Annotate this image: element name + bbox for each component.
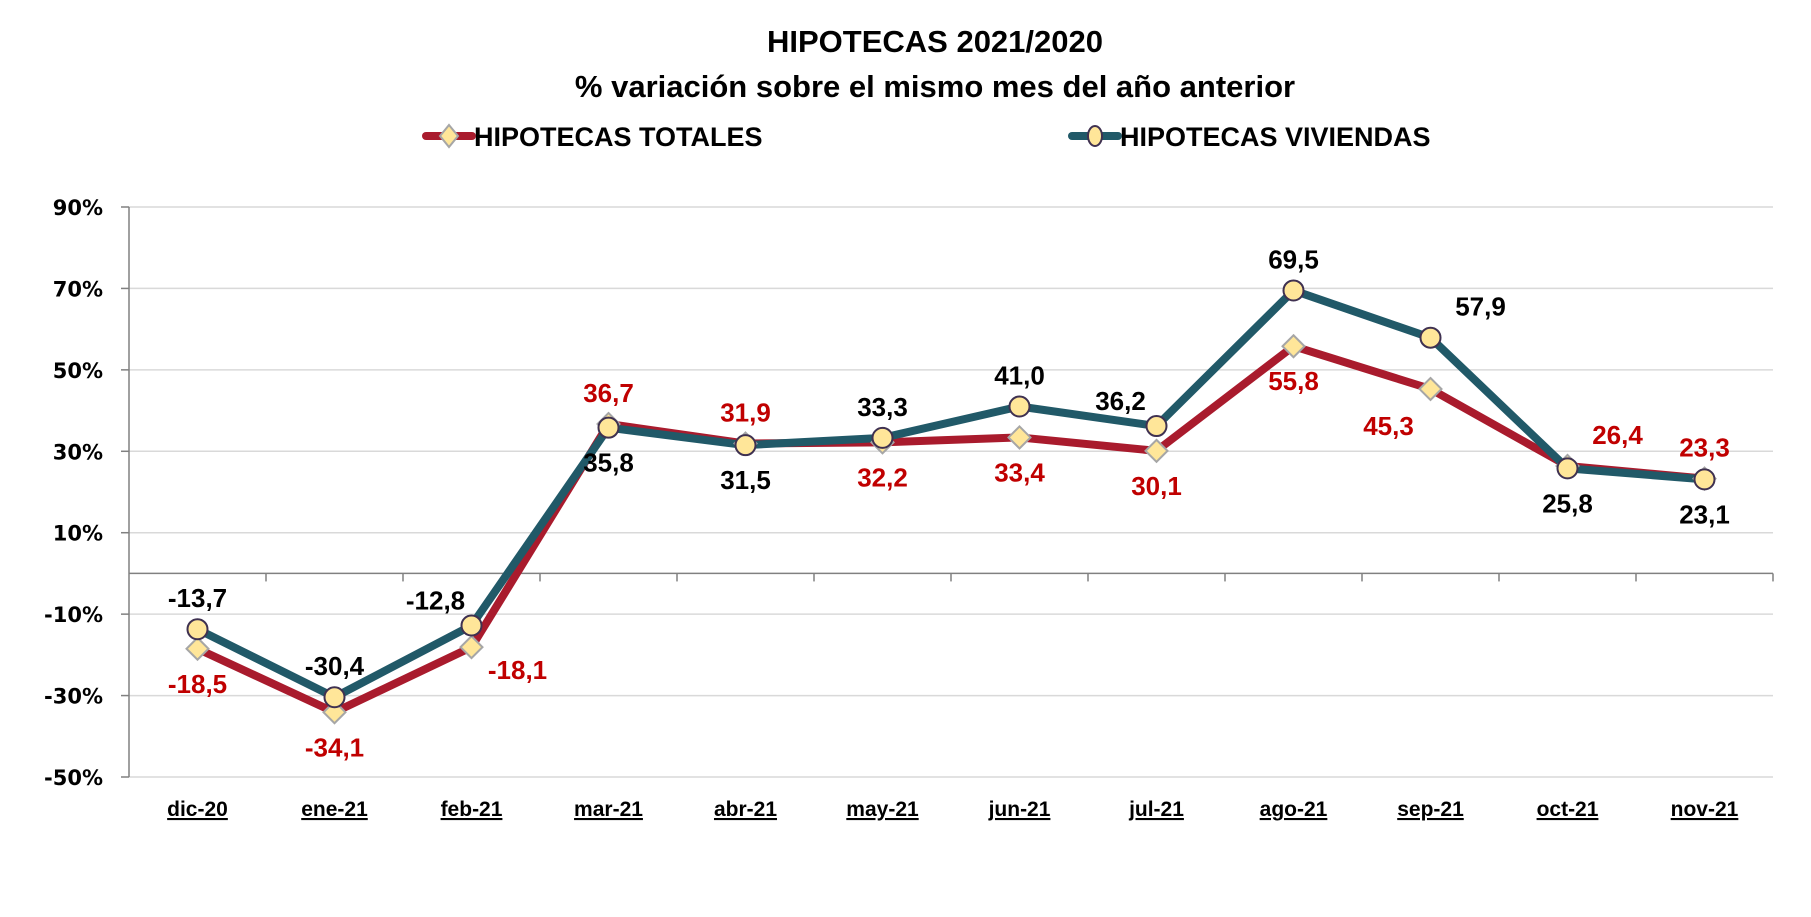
series-line-viviendas [195, 286, 1705, 702]
data-label-viviendas: 25,8 [1542, 488, 1593, 518]
data-point-viviendas [1145, 415, 1168, 438]
data-point-totales [459, 634, 484, 660]
y-tick-label: 90% [53, 196, 103, 220]
chart-subtitle: % variación sobre el mismo mes del año a… [575, 69, 1295, 104]
data-label-totales: 45,3 [1363, 411, 1414, 441]
legend: HIPOTECAS TOTALES HIPOTECAS VIVIENDAS [422, 122, 1431, 152]
chart-title: HIPOTECAS 2021/2020 [767, 24, 1103, 59]
y-tick-label: 10% [53, 522, 103, 546]
data-point-viviendas [186, 618, 209, 641]
y-tick-label: 30% [53, 440, 103, 464]
data-point-viviendas [1693, 468, 1716, 491]
data-label-viviendas: 69,5 [1268, 244, 1319, 274]
data-point-totales [1281, 333, 1306, 359]
data-point-totales [1007, 425, 1032, 450]
data-label-totales: -34,1 [305, 732, 364, 762]
data-label-totales: 30,1 [1131, 471, 1182, 501]
data-point-viviendas [871, 426, 894, 449]
data-label-totales: 33,4 [994, 457, 1045, 487]
x-axis-ticks: dic-20 ene-21 feb-21 mar-21 abr-21 may-21 jun-… [167, 798, 1739, 821]
data-label-viviendas: 23,1 [1679, 499, 1730, 529]
data-label-totales: 26,4 [1592, 420, 1643, 450]
data-point-totales [322, 699, 347, 725]
data-point-viviendas [1419, 326, 1442, 349]
x-tick-label: nov-21 [1671, 798, 1739, 821]
x-tick-label: abr-21 [714, 798, 777, 821]
legend-label-totales: HIPOTECAS TOTALES [474, 122, 763, 152]
data-label-viviendas: 31,5 [720, 465, 771, 495]
series-line-totales [195, 342, 1705, 717]
axes [128, 207, 1774, 777]
y-tick-label: -10% [44, 603, 103, 627]
data-label-viviendas: -12,8 [406, 586, 465, 616]
y-axis-ticks: -50% -30% -10% 10% 30% 50% 70% 90% [44, 196, 129, 790]
x-tick-label: oct-21 [1537, 798, 1599, 821]
data-label-totales: 23,3 [1679, 433, 1730, 463]
data-point-totales [1144, 438, 1169, 464]
data-label-viviendas: 41,0 [994, 361, 1045, 391]
data-label-viviendas: 36,2 [1095, 386, 1146, 416]
x-tick-label: jun-21 [988, 798, 1051, 821]
legend-label-viviendas: HIPOTECAS VIVIENDAS [1120, 122, 1431, 152]
data-point-viviendas [1556, 457, 1579, 480]
data-label-viviendas: 35,8 [583, 448, 634, 478]
x-tick-label: sep-21 [1397, 798, 1464, 821]
x-tick-label: ago-21 [1260, 798, 1328, 821]
gridlines [129, 206, 1773, 778]
legend-item-viviendas: HIPOTECAS VIVIENDAS [1068, 122, 1431, 152]
data-label-totales: 32,2 [857, 462, 908, 492]
data-point-viviendas [460, 614, 483, 637]
data-labels: -18,5 -34,1 -18,1 36,7 31,9 32,2 33,4 30,1 55,8 4… [168, 244, 1730, 762]
x-tick-label: jul-21 [1128, 798, 1184, 821]
series-group [185, 279, 1717, 725]
data-point-viviendas [734, 434, 757, 457]
data-label-viviendas: 57,9 [1455, 292, 1506, 322]
x-tick-label: mar-21 [574, 798, 643, 821]
legend-item-totales: HIPOTECAS TOTALES [422, 122, 763, 152]
data-point-totales [1418, 376, 1443, 402]
data-point-viviendas [597, 416, 620, 439]
y-tick-label: -30% [44, 685, 103, 709]
data-label-totales: 31,9 [720, 398, 771, 428]
data-label-totales: 55,8 [1268, 366, 1319, 396]
data-point-viviendas [1008, 395, 1031, 418]
data-label-totales: -18,5 [168, 669, 227, 699]
y-tick-label: -50% [44, 766, 103, 790]
data-point-viviendas [1282, 279, 1305, 302]
data-point-totales [185, 636, 210, 662]
x-tick-label: dic-20 [167, 798, 228, 821]
data-label-totales: 36,7 [583, 378, 634, 408]
data-label-viviendas: 33,3 [857, 392, 908, 422]
data-label-totales: -18,1 [488, 655, 547, 685]
data-label-viviendas: -30,4 [305, 651, 365, 681]
data-label-viviendas: -13,7 [168, 583, 227, 613]
x-tick-label: may-21 [846, 798, 919, 821]
data-point-viviendas [323, 686, 346, 709]
x-tick-label: ene-21 [301, 798, 368, 821]
y-tick-label: 70% [53, 277, 103, 301]
legend-swatch-viviendas-circle-icon [1087, 125, 1103, 147]
x-tick-label: feb-21 [441, 798, 503, 821]
legend-swatch-totales-diamond-icon [438, 123, 460, 149]
y-tick-label: 50% [53, 359, 103, 383]
